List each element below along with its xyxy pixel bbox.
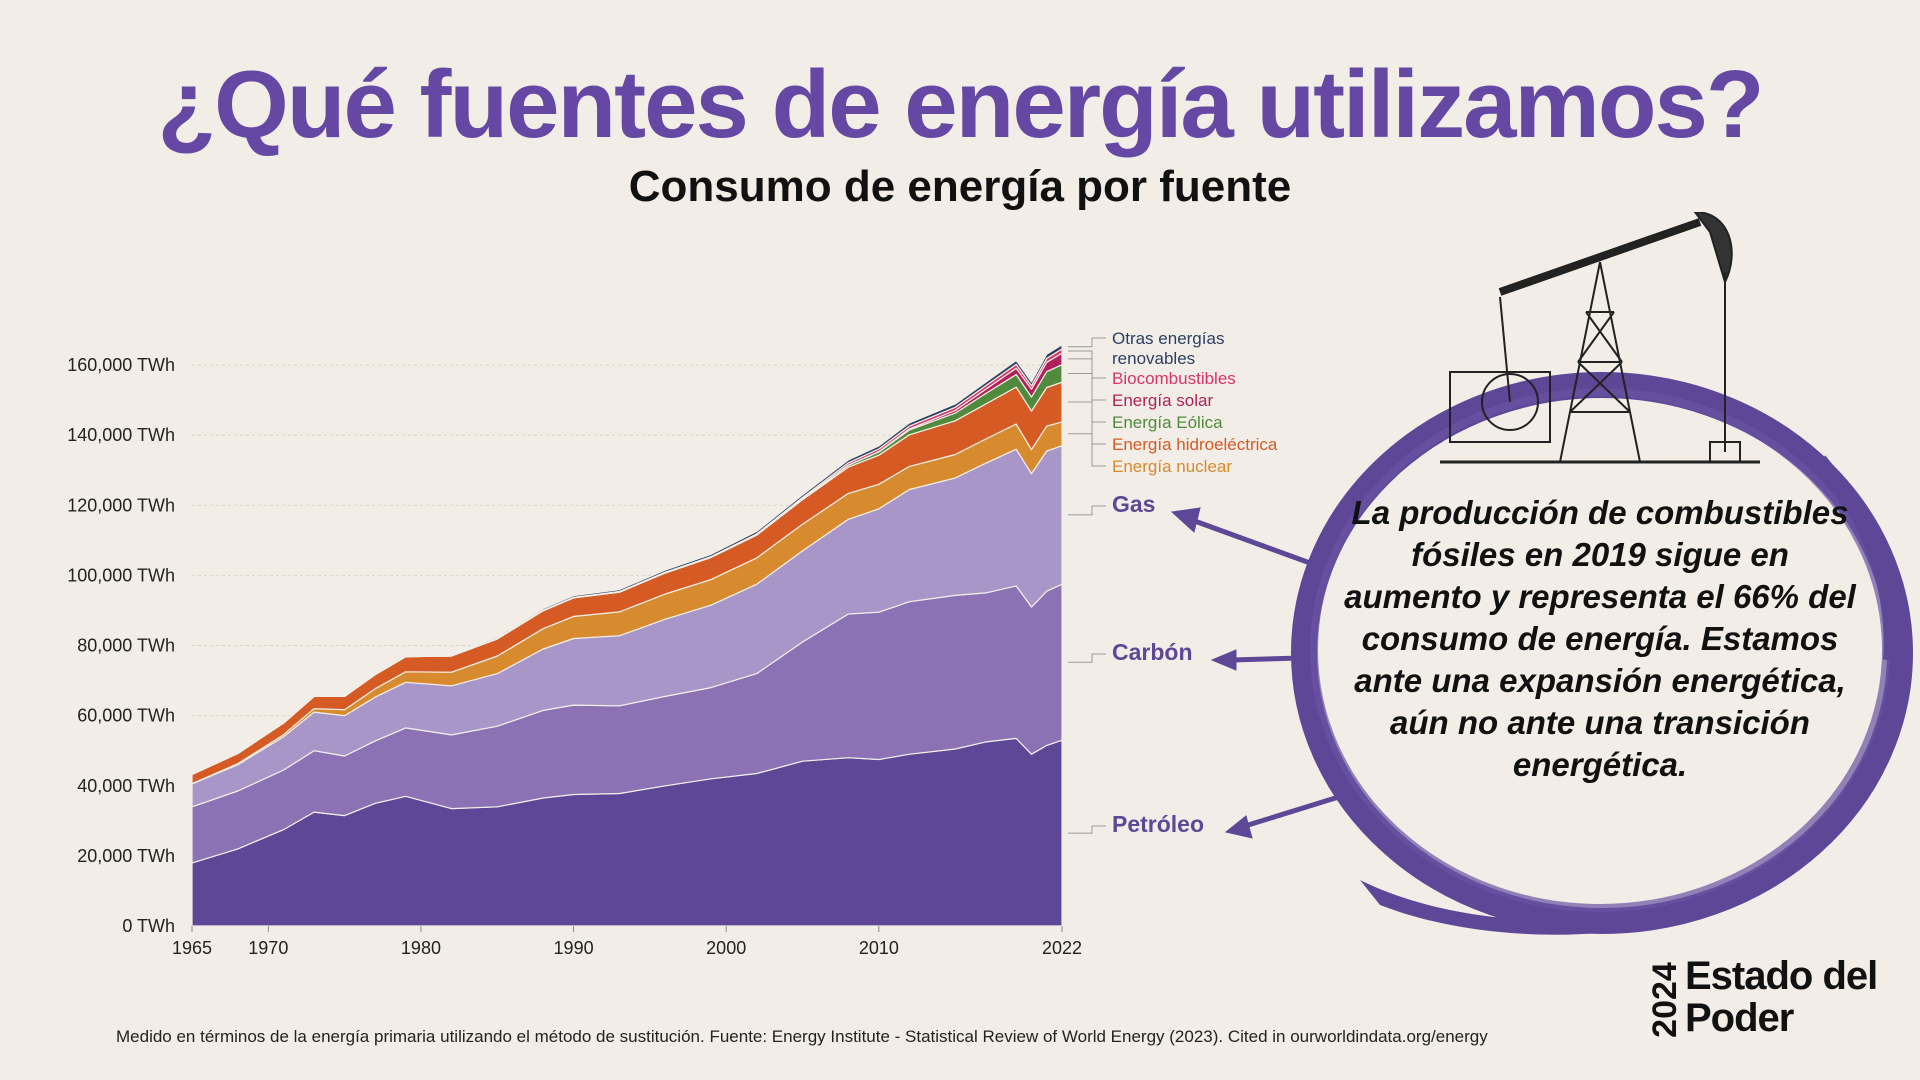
area-series	[191, 344, 1063, 927]
y-tick-label: 60,000 TWh	[77, 706, 175, 726]
source-footnote: Medido en términos de la energía primari…	[116, 1027, 1488, 1046]
x-tick-label: 2010	[859, 938, 899, 958]
oil-pump-illustration	[1440, 212, 1760, 464]
brand-name: Estado del Poder	[1685, 954, 1878, 1040]
y-tick-label: 20,000 TWh	[77, 846, 175, 866]
legend-leader-hydro	[1068, 401, 1106, 445]
y-tick-label: 120,000 TWh	[67, 495, 175, 515]
legend-label-bio: Biocombustibles	[1112, 369, 1236, 388]
x-tick-label: 1980	[401, 938, 441, 958]
legend-label-wind: Energía Eólica	[1112, 413, 1223, 432]
y-tick-label: 160,000 TWh	[67, 355, 175, 375]
y-axis: 0 TWh 20,000 TWh 40,000 TWh 60,000 TWh 80,00…	[67, 355, 175, 936]
arrow-petroleo	[1224, 792, 1346, 839]
legend-label-petroleo: Petróleo	[1112, 811, 1204, 837]
arrow-carbon	[1210, 649, 1301, 671]
x-axis: 1965 1970 1980 1990 2000 2010 2022	[172, 926, 1082, 958]
y-tick-label: 0 TWh	[122, 916, 175, 936]
x-tick-label: 1990	[554, 938, 594, 958]
x-tick-label: 1965	[172, 938, 212, 958]
legend-leader-nuclear	[1068, 433, 1106, 467]
callout-text: La producción de combustibles fósiles en…	[1344, 494, 1856, 783]
y-tick-label: 100,000 TWh	[67, 565, 175, 585]
legend-leader-gas	[1068, 505, 1106, 516]
legend-label-gas: Gas	[1112, 491, 1155, 517]
legend-label-solar: Energía solar	[1112, 391, 1213, 410]
legend-label-hydro: Energía hidroeléctrica	[1112, 435, 1278, 454]
legend-leader-other	[1068, 337, 1106, 348]
legend-label-other: renovables	[1112, 349, 1195, 368]
legend-leader-petroleo	[1068, 825, 1106, 834]
arrow-gas	[1170, 507, 1311, 566]
brand-year: 2024	[1646, 962, 1684, 1038]
chart-subtitle: Consumo de energía por fuente	[628, 162, 1292, 211]
legend-leader-carbon	[1068, 653, 1106, 663]
y-tick-label: 40,000 TWh	[77, 776, 175, 796]
area-other	[191, 344, 1063, 776]
y-tick-label: 80,000 TWh	[77, 636, 175, 656]
legend-label-carbon: Carbón	[1112, 639, 1193, 665]
y-tick-label: 140,000 TWh	[67, 425, 175, 445]
legend-leader-wind	[1068, 373, 1106, 423]
page-title: ¿Qué fuentes de energía utilizamos?	[157, 51, 1765, 158]
x-tick-label: 2000	[706, 938, 746, 958]
brand-name-line2: Poder	[1685, 996, 1794, 1040]
x-tick-label: 1970	[248, 938, 288, 958]
brand-name-line1: Estado del	[1685, 954, 1878, 998]
legend-label-nuclear: Energía nuclear	[1112, 457, 1232, 476]
x-tick-label: 2022	[1042, 938, 1082, 958]
legend-label-other: Otras energías	[1112, 329, 1224, 348]
brand-logo: 2024 Estado del Poder	[1645, 955, 1895, 1045]
legend-leader-solar	[1068, 358, 1106, 401]
